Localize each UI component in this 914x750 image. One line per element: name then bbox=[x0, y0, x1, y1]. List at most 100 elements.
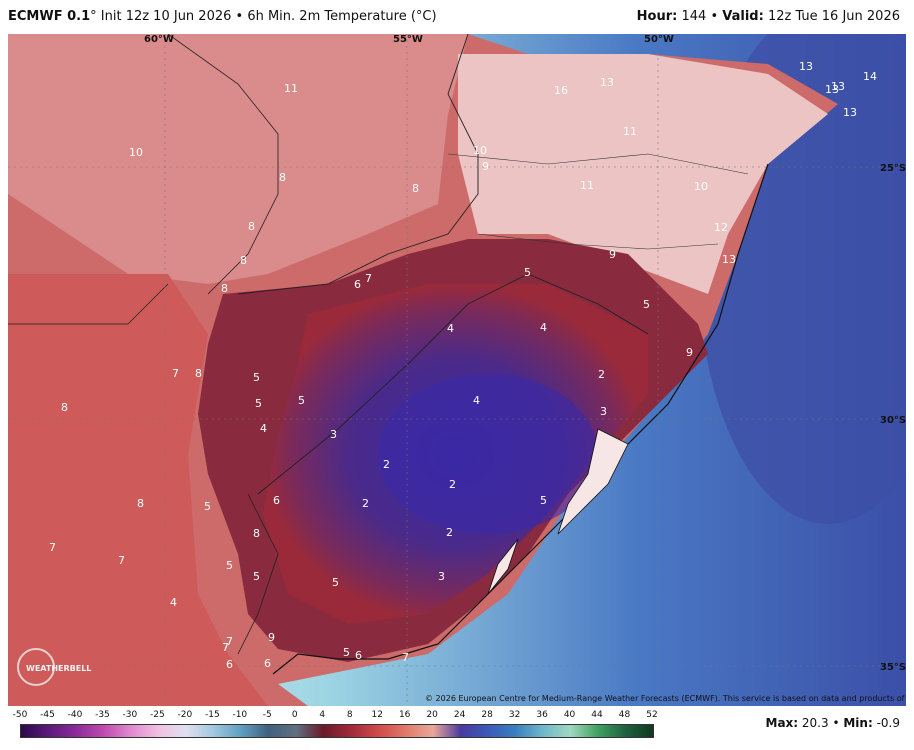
lon-label-55w: 55°W bbox=[393, 34, 423, 45]
temperature-value-label: 6 bbox=[355, 649, 362, 662]
colorbar-tick-label: 28 bbox=[481, 710, 493, 720]
temperature-value-label: 7 bbox=[49, 541, 56, 554]
temperature-value-label: 3 bbox=[438, 570, 445, 583]
colorbar-tick-label: 4 bbox=[319, 710, 326, 720]
temperature-value-label: 14 bbox=[863, 70, 877, 83]
temperature-value-label: 5 bbox=[540, 494, 547, 507]
temperature-value-label: 13 bbox=[831, 80, 845, 93]
lat-label-35s: 35°S bbox=[880, 662, 906, 673]
temperature-value-label: 11 bbox=[580, 179, 594, 192]
temperature-value-label: 7 bbox=[402, 651, 409, 664]
temperature-value-label: 4 bbox=[473, 394, 480, 407]
temperature-value-label: 13 bbox=[843, 106, 857, 119]
temperature-value-label: 2 bbox=[449, 478, 456, 491]
coastline bbox=[272, 163, 769, 675]
temperature-value-label: 8 bbox=[137, 497, 144, 510]
model-name: ECMWF 0.1 bbox=[8, 9, 91, 24]
colorbar-tick-label: -5 bbox=[262, 710, 272, 720]
colorbar-tick-label: 40 bbox=[563, 710, 576, 720]
colorbar-tick-label: 32 bbox=[508, 710, 521, 720]
max-value: 20.3 bbox=[801, 716, 829, 730]
colorbar-tick-label: 36 bbox=[536, 710, 548, 720]
temperature-value-label: 12 bbox=[714, 221, 728, 234]
colorbar-tick-label: -15 bbox=[204, 710, 220, 720]
temperature-value-label: 10 bbox=[129, 146, 143, 159]
min-value: -0.9 bbox=[876, 716, 900, 730]
valid-value: 12z Tue 16 Jun 2026 bbox=[767, 9, 900, 24]
country-border-1 bbox=[237, 34, 479, 295]
weatherbell-logo-icon bbox=[17, 648, 55, 686]
temperature-value-label: 3 bbox=[330, 428, 337, 441]
map-title: ECMWF 0.1° Init 12z 10 Jun 2026 • 6h Min… bbox=[8, 9, 437, 24]
colorbar-tick-label: -25 bbox=[150, 710, 165, 720]
valid-label: Valid: bbox=[722, 9, 764, 24]
colorbar-tick-label: -35 bbox=[95, 710, 110, 720]
temperature-value-label: 4 bbox=[447, 322, 454, 335]
temperature-value-label: 8 bbox=[195, 367, 202, 380]
land-west-warm bbox=[8, 274, 268, 706]
country-border-5 bbox=[237, 493, 279, 655]
colorbar-tick-label: -10 bbox=[232, 710, 248, 720]
temperature-value-label: 7 bbox=[226, 635, 233, 648]
temperature-value-label: 13 bbox=[600, 76, 614, 89]
colorbar-tick-label: 0 bbox=[291, 710, 298, 720]
colorbar-tick-label: 20 bbox=[426, 710, 438, 720]
temperature-value-label: 6 bbox=[354, 278, 361, 291]
temperature-value-label: 9 bbox=[686, 346, 693, 359]
temperature-value-label: 7 bbox=[365, 272, 372, 285]
country-border-4 bbox=[8, 283, 169, 325]
lat-label-30s: 30°S bbox=[880, 415, 906, 426]
colorbar-tick-label: -30 bbox=[122, 710, 138, 720]
hour-label: Hour: bbox=[636, 9, 678, 24]
temperature-value-label: 8 bbox=[279, 171, 286, 184]
temperature-value-label: 9 bbox=[482, 160, 489, 173]
lon-label-60w: 60°W bbox=[144, 34, 174, 45]
product-name: • 6h Min. 2m Temperature (°C) bbox=[231, 9, 437, 24]
temperature-value-label: 5 bbox=[253, 570, 260, 583]
temperature-value-label: 3 bbox=[600, 405, 607, 418]
temperature-value-label: 16 bbox=[554, 84, 568, 97]
header: ECMWF 0.1° Init 12z 10 Jun 2026 • 6h Min… bbox=[0, 0, 914, 34]
temperature-value-label: 4 bbox=[260, 422, 267, 435]
temperature-value-label: 4 bbox=[170, 596, 177, 609]
country-border-3 bbox=[167, 34, 279, 295]
temperature-value-label: 6 bbox=[264, 657, 271, 670]
temperature-value-label: 5 bbox=[298, 394, 305, 407]
temperature-value-label: 8 bbox=[248, 220, 255, 233]
temperature-value-label: 9 bbox=[268, 631, 275, 644]
colorbar-tick-label: 8 bbox=[346, 710, 353, 720]
temperature-value-label: 11 bbox=[284, 82, 298, 95]
temperature-value-label: 2 bbox=[446, 526, 453, 539]
temperature-value-label: 8 bbox=[253, 527, 260, 540]
temperature-value-label: 5 bbox=[204, 500, 211, 513]
init-time: Init 12z 10 Jun 2026 bbox=[96, 9, 232, 24]
temperature-value-label: 2 bbox=[383, 458, 390, 471]
max-label: Max: bbox=[765, 716, 799, 730]
colorbar-tick-label: -50 bbox=[12, 710, 28, 720]
copyright-notice: © 2026 European Centre for Medium-Range … bbox=[425, 694, 906, 703]
degree-symbol: ° bbox=[90, 9, 97, 24]
coldest-patch bbox=[378, 374, 598, 534]
max-min-stats: Max: 20.3 • Min: -0.9 bbox=[765, 716, 901, 730]
temperature-value-label: 7 bbox=[172, 367, 179, 380]
country-border-2 bbox=[257, 273, 649, 495]
temperature-value-label: 8 bbox=[221, 282, 228, 295]
temperature-value-label: 8 bbox=[412, 182, 419, 195]
temperature-value-label: 5 bbox=[253, 371, 260, 384]
temperature-value-label: 11 bbox=[623, 125, 637, 138]
temperature-value-label: 8 bbox=[240, 254, 247, 267]
colorbar-tick-label: -40 bbox=[67, 710, 83, 720]
temperature-value-label: 5 bbox=[332, 576, 339, 589]
colorbar-tick-label: 24 bbox=[453, 710, 466, 720]
colorbar-tick-label: 48 bbox=[618, 710, 631, 720]
colorbar-tick-label: 16 bbox=[398, 710, 411, 720]
temperature-value-label: 7 bbox=[118, 554, 125, 567]
hour-value: 144 bbox=[681, 9, 707, 24]
temperature-map[interactable]: 60°W 55°W 50°W 25°S 30°S 35°S 11 10 8 8 8 8 7 6… bbox=[8, 34, 906, 706]
temperature-value-label: 6 bbox=[226, 658, 233, 671]
temperature-value-label: 4 bbox=[540, 321, 547, 334]
temperature-value-label: 6 bbox=[273, 494, 280, 507]
colorbar-tick-label: 12 bbox=[371, 710, 383, 720]
temperature-value-label: 13 bbox=[722, 253, 736, 266]
